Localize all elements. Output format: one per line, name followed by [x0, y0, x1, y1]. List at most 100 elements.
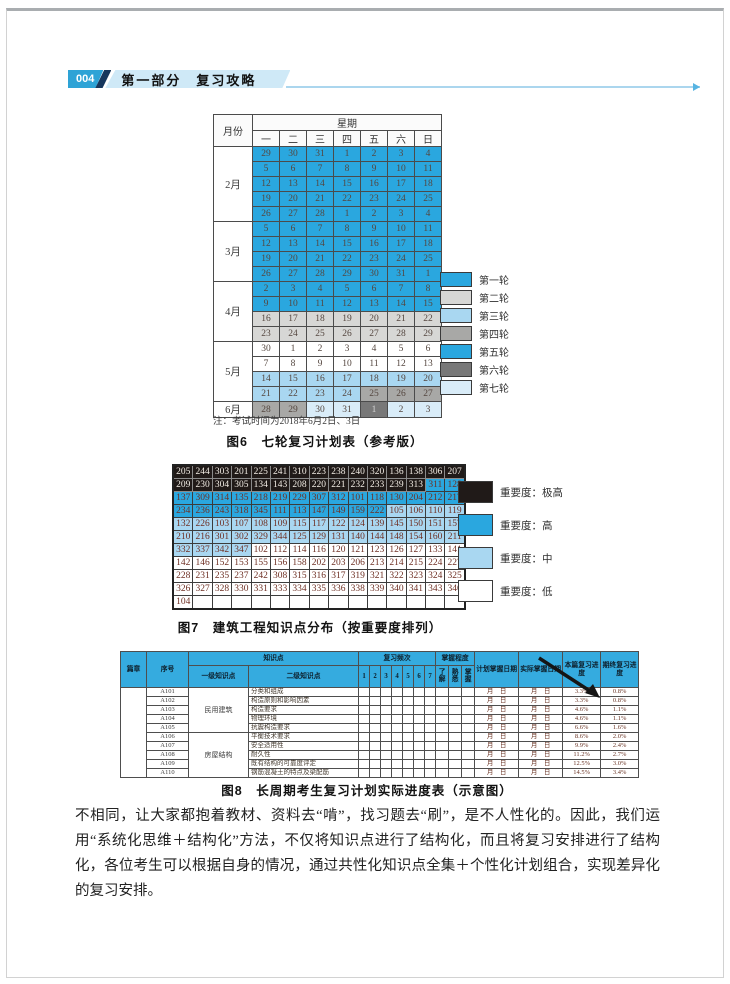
frequency-cell — [391, 732, 404, 742]
part-progress-cell: 12.5% — [562, 759, 602, 769]
mastery-col-label: 熟悉 — [451, 669, 459, 684]
knowledge-point-cell: 216 — [192, 530, 213, 544]
frequency-cell — [391, 723, 404, 733]
calendar-day-cell: 28 — [252, 401, 280, 418]
knowledge-point-cell: 222 — [366, 504, 388, 518]
calendar-day-cell: 21 — [252, 386, 280, 402]
calendar-day-cell: 11 — [414, 221, 442, 237]
knowledge-point-cell: 149 — [328, 504, 349, 518]
actual-date-cell: 月 日 — [518, 723, 564, 733]
knowledge-point-cell: 160 — [425, 530, 446, 544]
serial-cell: A108 — [146, 750, 189, 760]
grid-row: 332 337 342 347 102 112 114 116 120 121 123 126 127 1… — [172, 543, 466, 557]
knowledge-point-cell: 338 — [347, 582, 368, 596]
figure6-caption: 图6 七轮复习计划表（参考版） — [226, 435, 424, 449]
mastery-cell — [448, 696, 463, 706]
calendar-day-cell: 12 — [333, 296, 361, 312]
calendar-day-cell: 16 — [306, 371, 334, 387]
frequency-cell — [391, 696, 404, 706]
dayname-cell: 一 — [252, 130, 280, 147]
month-label: 2月 — [213, 146, 253, 222]
knowledge-point-cell: 316 — [308, 569, 330, 583]
knowledge-point-cell: 112 — [269, 543, 291, 557]
knowledge-point-cell — [366, 595, 388, 610]
knowledge-point-cell: 104 — [172, 595, 194, 610]
frequency-cell — [402, 768, 415, 778]
knowledge-point-cell: 220 — [308, 478, 330, 492]
calendar-day-cell: 17 — [333, 371, 361, 387]
frequency-cell — [369, 759, 382, 769]
knowledge-point-cell: 207 — [444, 464, 466, 479]
calendar-day-cell: 8 — [333, 221, 361, 237]
seven-round-calendar-table: 月份 星期 一 二 三 四 五 六 日 2月 29 30 31 1 2 3 4 5 6 7 8 9 10 1… — [213, 114, 442, 418]
dayname-cell: 四 — [333, 130, 361, 147]
frequency-cell — [424, 723, 437, 733]
final-progress-cell: 3.4% — [600, 768, 640, 778]
calendar-week-row: 16 17 18 19 20 21 22 — [214, 311, 442, 327]
knowledge-point-cell: 231 — [192, 569, 213, 583]
knowledge-point-cell — [250, 595, 271, 610]
knowledge-point-cell: 125 — [289, 530, 310, 544]
knowledge-point-cell: 341 — [405, 582, 427, 596]
calendar-day-cell: 5 — [252, 161, 280, 177]
level2-knowledge-cell: 构造要求 — [247, 705, 360, 715]
knowledge-point-cell — [308, 595, 330, 610]
knowledge-point-cell: 133 — [425, 543, 446, 557]
calendar-day-cell: 3 — [333, 341, 361, 357]
knowledge-point-cell — [425, 595, 446, 610]
calendar-day-cell: 26 — [252, 206, 280, 222]
planned-date-cell: 月 日 — [474, 723, 520, 733]
grid-row: 228 231 235 237 242 308 315 316 317 319 321 322 323 3… — [172, 569, 466, 583]
knowledge-point-cell: 102 — [250, 543, 271, 557]
legend-label: 第二轮 — [479, 294, 509, 305]
knowledge-point-cell: 107 — [231, 517, 252, 531]
calendar-day-cell: 2 — [360, 206, 388, 222]
calendar-day-cell: 29 — [252, 146, 280, 162]
actual-date-cell: 月 日 — [518, 732, 564, 742]
knowledge-point-cell: 120 — [328, 543, 349, 557]
header-band: 第一部分 复习攻略 — [105, 70, 290, 88]
calendar-day-cell: 1 — [333, 146, 361, 162]
calendar-day-cell: 10 — [279, 296, 307, 312]
calendar-day-cell: 24 — [387, 191, 415, 207]
frequency-cell — [380, 759, 393, 769]
part-progress-cell: 11.2% — [562, 750, 602, 760]
calendar-day-cell: 12 — [387, 356, 415, 372]
part-progress-header: 本篇复习进度 — [562, 651, 602, 688]
calendar-week-row: 14 15 16 17 18 19 20 — [214, 371, 442, 387]
calendar-week-row: 5 6 7 8 9 10 11 — [214, 161, 442, 177]
knowledge-point-cell: 115 — [289, 517, 310, 531]
knowledge-point-cell — [211, 595, 233, 610]
mastery-cell — [448, 741, 463, 751]
frequency-cell — [424, 768, 437, 778]
calendar-day-cell: 6 — [279, 161, 307, 177]
mastery-cell — [435, 768, 450, 778]
mastery-cell — [435, 750, 450, 760]
frequency-cell — [391, 741, 404, 751]
final-progress-cell: 2.0% — [600, 732, 640, 742]
actual-date-cell: 月 日 — [518, 741, 564, 751]
knowledge-point-cell: 103 — [211, 517, 233, 531]
frequency-cell — [369, 687, 382, 697]
freq-col-header: 3 — [380, 665, 393, 688]
knowledge-point-cell: 150 — [405, 517, 427, 531]
calendar-day-cell: 20 — [360, 311, 388, 327]
mastery-cell — [435, 759, 450, 769]
knowledge-point-cell: 129 — [308, 530, 330, 544]
final-progress-cell: 1.1% — [600, 705, 640, 715]
calendar-day-cell: 2 — [387, 401, 415, 418]
calendar-day-cell: 31 — [333, 401, 361, 418]
frequency-cell — [369, 705, 382, 715]
knowledge-point-cell: 230 — [192, 478, 213, 492]
frequency-cell — [402, 750, 415, 760]
knowledge-point-cell: 226 — [192, 517, 213, 531]
knowledge-point-cell: 208 — [289, 478, 310, 492]
freq-col-header: 2 — [369, 665, 382, 688]
mastery-cell — [461, 705, 476, 715]
frequency-cell — [413, 750, 426, 760]
knowledge-point-cell: 131 — [328, 530, 349, 544]
calendar-day-cell: 6 — [279, 221, 307, 237]
frequency-cell — [380, 768, 393, 778]
level2-knowledge-cell: 抗震构造要求 — [247, 723, 360, 733]
knowledge-point-cell: 123 — [366, 543, 388, 557]
